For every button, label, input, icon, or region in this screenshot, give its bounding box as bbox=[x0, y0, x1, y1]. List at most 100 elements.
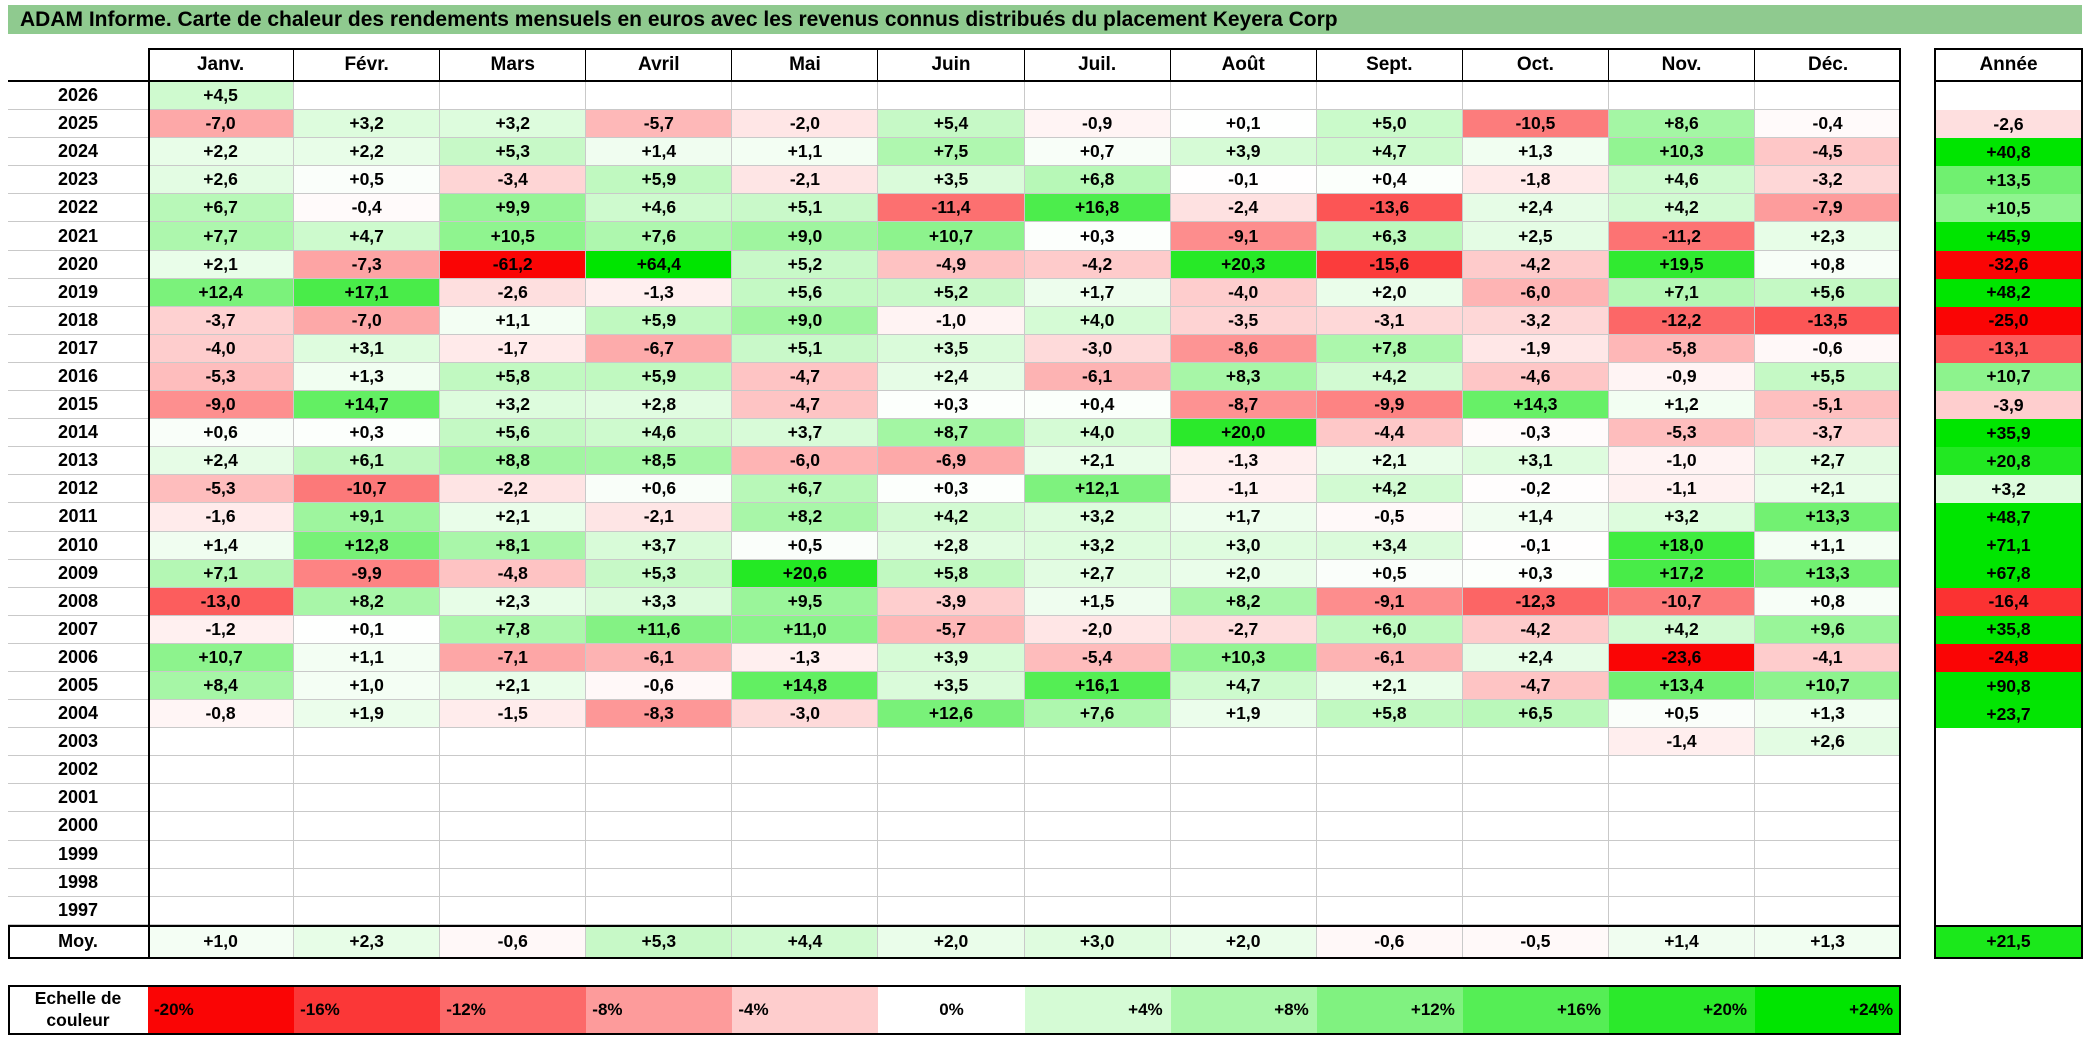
monthly-returns-table: Janv. Févr. Mars Avril Mai Juin Juil. Août Sept.… bbox=[8, 48, 1902, 959]
heatmap-cell: +2,8 bbox=[878, 531, 1025, 560]
heatmap-cell: +0,5 bbox=[1608, 700, 1756, 729]
heatmap-cell bbox=[1462, 896, 1609, 925]
heatmap-cell bbox=[732, 896, 879, 925]
heatmap-cell: +1,4 bbox=[1462, 503, 1609, 532]
heatmap-cell: -3,0 bbox=[732, 700, 879, 729]
heatmap-cell bbox=[1608, 896, 1756, 925]
heatmap-cell: +0,3 bbox=[294, 419, 441, 448]
heatmap-cell: +10,7 bbox=[148, 643, 295, 672]
heatmap-cell bbox=[1170, 784, 1317, 813]
heatmap-cell: +4,5 bbox=[148, 82, 295, 111]
heatmap-cell: -0,8 bbox=[148, 700, 295, 729]
annual-cell: -13,1 bbox=[1934, 334, 2083, 363]
heatmap-cell: -3,2 bbox=[1462, 306, 1609, 335]
heatmap-cell: +13,3 bbox=[1755, 559, 1902, 588]
heatmap-cell: +18,0 bbox=[1608, 531, 1756, 560]
heatmap-cell: +0,1 bbox=[1170, 110, 1317, 139]
heatmap-cell: +20,3 bbox=[1170, 250, 1317, 279]
annual-cell: -32,6 bbox=[1934, 250, 2083, 279]
heatmap-cell: +6,7 bbox=[732, 475, 879, 504]
heatmap-cell: +0,3 bbox=[1024, 222, 1171, 251]
heatmap-cell: -6,0 bbox=[732, 447, 879, 476]
heatmap-cell: +4,2 bbox=[1608, 615, 1756, 644]
heatmap-cell: +2,8 bbox=[586, 391, 733, 420]
heatmap-cell bbox=[732, 812, 879, 841]
heatmap-cell: +5,1 bbox=[732, 334, 879, 363]
heatmap-cell: -4,9 bbox=[878, 250, 1025, 279]
heatmap-cell: +10,3 bbox=[1608, 138, 1756, 167]
heatmap-cell bbox=[1316, 82, 1463, 111]
heatmap-cell bbox=[1462, 82, 1609, 111]
heatmap-cell bbox=[1024, 896, 1171, 925]
heatmap-cell: -2,6 bbox=[440, 278, 587, 307]
annual-cell: +3,2 bbox=[1934, 475, 2083, 504]
avg-cell: +1,4 bbox=[1608, 924, 1756, 959]
heatmap-cell: +1,7 bbox=[1170, 503, 1317, 532]
annual-cell bbox=[1934, 728, 2083, 757]
heatmap-cell bbox=[440, 812, 587, 841]
year-label: 2024 bbox=[8, 138, 148, 167]
heatmap-cell: +4,6 bbox=[586, 194, 733, 223]
annual-cell: +90,8 bbox=[1934, 671, 2083, 701]
heatmap-cell: +1,1 bbox=[732, 138, 879, 167]
heatmap-cell bbox=[1170, 840, 1317, 869]
scale-cell: +4% bbox=[1024, 985, 1171, 1035]
heatmap-cell bbox=[1024, 82, 1171, 111]
annual-cell: -16,4 bbox=[1934, 587, 2083, 616]
heatmap-cell bbox=[148, 784, 295, 813]
heatmap-cell bbox=[1024, 756, 1171, 785]
heatmap-cell: -3,7 bbox=[1755, 419, 1902, 448]
year-label: 2025 bbox=[8, 110, 148, 139]
year-label: 2008 bbox=[8, 587, 148, 616]
heatmap-cell: +5,3 bbox=[586, 559, 733, 588]
heatmap-cell: +5,2 bbox=[878, 278, 1025, 307]
heatmap-cell: +0,3 bbox=[1462, 559, 1609, 588]
heatmap-cell: +7,5 bbox=[878, 138, 1025, 167]
annual-cell: +10,7 bbox=[1934, 362, 2083, 392]
heatmap-cell bbox=[148, 896, 295, 925]
heatmap-cell: +16,8 bbox=[1024, 194, 1171, 223]
heatmap-cell: +8,8 bbox=[440, 447, 587, 476]
heatmap-cell bbox=[1170, 812, 1317, 841]
heatmap-cell: -5,7 bbox=[586, 110, 733, 139]
heatmap-cell: -8,3 bbox=[586, 700, 733, 729]
heatmap-cell: -11,2 bbox=[1608, 222, 1756, 251]
heatmap-cell: +8,7 bbox=[878, 419, 1025, 448]
annual-cell: +20,8 bbox=[1934, 447, 2083, 476]
heatmap-cell: -3,1 bbox=[1316, 306, 1463, 335]
heatmap-cell: -10,5 bbox=[1462, 110, 1609, 139]
heatmap-cell: +2,7 bbox=[1755, 447, 1902, 476]
heatmap-cell: -3,7 bbox=[148, 306, 295, 335]
heatmap-cell: +2,0 bbox=[1170, 559, 1317, 588]
month-header: Janv. bbox=[148, 48, 295, 82]
heatmap-cell: +3,2 bbox=[1024, 531, 1171, 560]
heatmap-cell: -2,0 bbox=[1024, 615, 1171, 644]
annual-cell bbox=[1934, 756, 2083, 785]
heatmap-cell bbox=[1462, 812, 1609, 841]
heatmap-cell bbox=[1462, 784, 1609, 813]
heatmap-cell: +2,4 bbox=[1462, 643, 1609, 672]
heatmap-cell: +0,5 bbox=[294, 166, 441, 195]
heatmap-cell: +2,6 bbox=[1755, 728, 1902, 757]
heatmap-cell: +8,6 bbox=[1608, 110, 1756, 139]
heatmap-cell bbox=[1170, 896, 1317, 925]
year-label: 2015 bbox=[8, 391, 148, 420]
annual-cell: +40,8 bbox=[1934, 138, 2083, 167]
heatmap-cell: -2,1 bbox=[732, 166, 879, 195]
heatmap-cell: +2,1 bbox=[1755, 475, 1902, 504]
heatmap-cell: -2,0 bbox=[732, 110, 879, 139]
heatmap-cell: +3,2 bbox=[294, 110, 441, 139]
heatmap-cell bbox=[1024, 784, 1171, 813]
heatmap-cell: +2,1 bbox=[1316, 447, 1463, 476]
heatmap-cell: +9,0 bbox=[732, 222, 879, 251]
heatmap-cell: +8,2 bbox=[1170, 587, 1317, 616]
heatmap-cell bbox=[440, 728, 587, 757]
heatmap-cell: +6,0 bbox=[1316, 615, 1463, 644]
heatmap-cell bbox=[294, 812, 441, 841]
heatmap-cell bbox=[1024, 812, 1171, 841]
heatmap-cell: -9,0 bbox=[148, 391, 295, 420]
heatmap-cell bbox=[1316, 840, 1463, 869]
heatmap-cell bbox=[440, 896, 587, 925]
corner-spacer bbox=[8, 48, 148, 82]
heatmap-cell: -8,6 bbox=[1170, 334, 1317, 363]
